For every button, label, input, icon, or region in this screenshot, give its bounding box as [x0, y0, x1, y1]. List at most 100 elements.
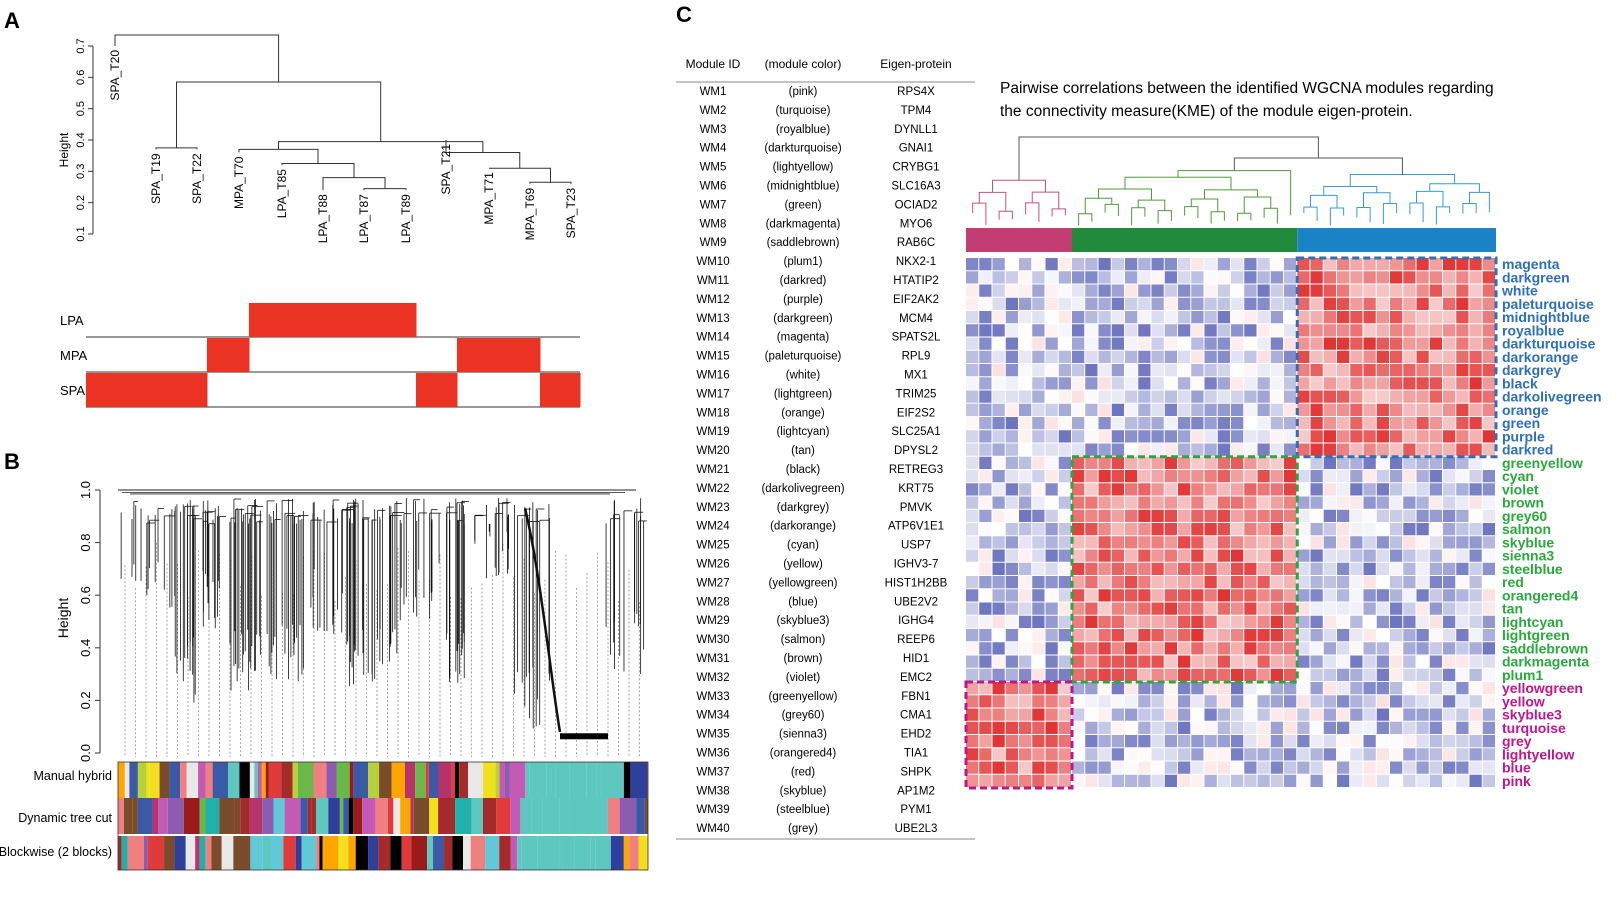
heatmap-cell: [1164, 377, 1177, 390]
heatmap-cell: [1125, 311, 1138, 324]
heatmap-cell: [1270, 629, 1283, 642]
heatmap-cell: [966, 536, 979, 549]
panel-b-color-bar-segment: [249, 798, 263, 834]
heatmap-cell: [1416, 774, 1429, 787]
heatmap-cell: [1482, 562, 1495, 575]
heatmap-cell: [1151, 483, 1164, 496]
heatmap-cell: [1098, 470, 1111, 483]
heatmap-cell: [1019, 695, 1032, 708]
heatmap-cell: [1231, 774, 1244, 787]
heatmap-cell: [1138, 417, 1151, 430]
heatmap-cell: [1310, 284, 1323, 297]
heatmap-cell: [1164, 721, 1177, 734]
heatmap-cell: [1204, 483, 1217, 496]
heatmap-cell: [1111, 456, 1124, 469]
heatmap-cell: [1443, 417, 1456, 430]
heatmap-cell: [1217, 655, 1230, 668]
table-cell: WM11: [697, 275, 729, 287]
heatmap-cell: [1310, 496, 1323, 509]
heatmap-cell: [992, 668, 1005, 681]
panel-b-color-bar-segment: [212, 762, 228, 798]
heatmap-cell: [1376, 390, 1389, 403]
heatmap-cell: [1270, 589, 1283, 602]
heatmap-cell: [1323, 417, 1336, 430]
heatmap-cell: [1005, 430, 1018, 443]
heatmap-cell: [979, 576, 992, 589]
heatmap-cell: [1323, 350, 1336, 363]
panel-b-color-bar-segment: [455, 798, 472, 834]
heatmap-cell: [1151, 708, 1164, 721]
heatmap-cell: [1416, 430, 1429, 443]
heatmap-cell: [1456, 470, 1469, 483]
heatmap-row-label: turquoise: [1502, 720, 1566, 736]
heatmap-cell: [1284, 496, 1297, 509]
heatmap-cell: [1191, 430, 1204, 443]
heatmap-cell: [1403, 297, 1416, 310]
heatmap-cell: [1456, 602, 1469, 615]
heatmap-cell: [1204, 695, 1217, 708]
panel-b-color-bar-segment: [262, 798, 274, 834]
heatmap-cell: [1482, 629, 1495, 642]
heatmap-cell: [1443, 562, 1456, 575]
panel-b-color-bar-segment: [610, 836, 624, 870]
panel-a-annotation-cell: [331, 303, 374, 337]
heatmap-cell: [1005, 311, 1018, 324]
heatmap-cell: [1204, 602, 1217, 615]
table-cell: WM14: [696, 332, 730, 344]
heatmap-cell: [1138, 297, 1151, 310]
heatmap-cell: [1111, 443, 1124, 456]
heatmap-cell: [1429, 668, 1442, 681]
heatmap-cell: [1085, 297, 1098, 310]
heatmap-cell: [992, 655, 1005, 668]
heatmap-cell: [1138, 324, 1151, 337]
heatmap-cell: [1363, 350, 1376, 363]
table-cell: (yellow): [783, 559, 823, 571]
heatmap-cell: [1072, 311, 1085, 324]
panel-b-color-bar-segment: [619, 798, 637, 834]
heatmap-cell: [1429, 655, 1442, 668]
heatmap-cell: [1111, 682, 1124, 695]
heatmap-cell: [1191, 258, 1204, 271]
heatmap-cell: [1178, 761, 1191, 774]
heatmap-dendrogram-branch: [978, 191, 1007, 212]
heatmap-cell: [1178, 695, 1191, 708]
heatmap-cell: [1337, 682, 1350, 695]
heatmap-cell: [1363, 761, 1376, 774]
heatmap-cell: [1337, 509, 1350, 522]
heatmap-cell: [1019, 324, 1032, 337]
heatmap-cell: [1072, 695, 1085, 708]
heatmap-cell: [979, 443, 992, 456]
heatmap-cell: [1125, 615, 1138, 628]
heatmap-cell: [1085, 642, 1098, 655]
heatmap-cell: [1482, 708, 1495, 721]
heatmap-cell: [1310, 748, 1323, 761]
heatmap-cell: [1456, 430, 1469, 443]
heatmap-cell: [1403, 258, 1416, 271]
heatmap-cell: [1363, 443, 1376, 456]
heatmap-cell: [1151, 748, 1164, 761]
heatmap-cell: [1072, 708, 1085, 721]
heatmap-cell: [1297, 324, 1310, 337]
heatmap-cell: [1045, 708, 1058, 721]
heatmap-cell: [1284, 417, 1297, 430]
heatmap-cell: [1045, 284, 1058, 297]
heatmap-cell: [1337, 523, 1350, 536]
table-cell: DPYSL2: [894, 445, 938, 457]
heatmap-cell: [1363, 655, 1376, 668]
heatmap-cell: [1217, 456, 1230, 469]
heatmap-cell: [1032, 403, 1045, 416]
heatmap-cell: [1085, 721, 1098, 734]
panel-b-color-bar-segment: [390, 836, 402, 870]
heatmap-cell: [1125, 655, 1138, 668]
heatmap-cell: [1456, 536, 1469, 549]
heatmap-cell: [1429, 483, 1442, 496]
table-cell: WM25: [696, 540, 729, 552]
heatmap-cell: [1310, 629, 1323, 642]
heatmap-cell: [1072, 483, 1085, 496]
heatmap-cell: [992, 456, 1005, 469]
heatmap-cell: [1469, 523, 1482, 536]
heatmap-cell: [1337, 443, 1350, 456]
heatmap-cell: [1350, 470, 1363, 483]
heatmap-cell: [1072, 668, 1085, 681]
heatmap-cell: [1363, 430, 1376, 443]
